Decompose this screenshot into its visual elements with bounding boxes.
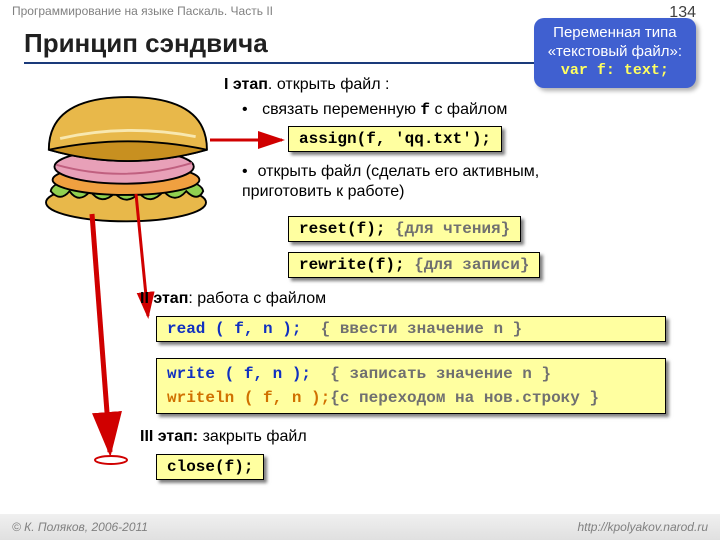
b1-post: с файлом — [430, 101, 507, 118]
footer-right: http://kpolyakov.narod.ru — [577, 520, 708, 534]
footer: © К. Поляков, 2006-2011 http://kpolyakov… — [0, 514, 720, 540]
code-reset: reset(f); {для чтения} — [288, 216, 521, 242]
footer-left: © К. Поляков, 2006-2011 — [12, 520, 148, 534]
step3-text: закрыть файл — [198, 428, 307, 445]
step1-text: . открыть файл : — [268, 76, 390, 93]
rewrite-code: rewrite(f); — [299, 256, 405, 274]
page-title: Принцип сэндвича — [24, 28, 268, 59]
code-read: read ( f, n ); { ввести значение n } — [156, 316, 666, 342]
step1-bullet1: связать переменную f с файлом — [242, 100, 582, 120]
step3: III этап: закрыть файл — [140, 428, 307, 446]
writeln-comment: {с переходом на нов.строку } — [330, 389, 599, 407]
reset-comment: {для чтения} — [385, 220, 510, 238]
code-close: close(f); — [156, 454, 264, 480]
write-comment: { записать значение n } — [330, 365, 551, 383]
read-code: read ( f, n ); — [167, 320, 321, 338]
sandwich-illustration — [26, 82, 226, 242]
step2-text: : работа с файлом — [188, 290, 326, 307]
step1-label: I этап — [224, 76, 268, 93]
b1-pre: связать переменную — [262, 101, 420, 118]
code-rewrite: rewrite(f); {для записи} — [288, 252, 540, 278]
callout-line1: Переменная типа — [548, 24, 682, 43]
read-comment: { ввести значение n } — [321, 320, 523, 338]
callout-line2: «текстовый файл»: — [548, 43, 682, 62]
code-assign: assign(f, 'qq.txt'); — [288, 126, 502, 152]
step3-label: III этап: — [140, 428, 198, 445]
step2: II этап: работа с файлом — [140, 290, 326, 308]
step1-bullet2: открыть файл (сделать его активным, приг… — [242, 162, 582, 202]
write-code: write ( f, n ); — [167, 365, 330, 383]
code-write: write ( f, n ); { записать значение n } … — [156, 358, 666, 414]
reset-code: reset(f); — [299, 220, 385, 238]
rewrite-comment: {для записи} — [405, 256, 530, 274]
step2-label: II этап — [140, 290, 188, 307]
writeln-code: writeln ( f, n ); — [167, 389, 330, 407]
course-name: Программирование на языке Паскаль. Часть… — [12, 4, 273, 20]
b1-mono: f — [420, 101, 430, 119]
